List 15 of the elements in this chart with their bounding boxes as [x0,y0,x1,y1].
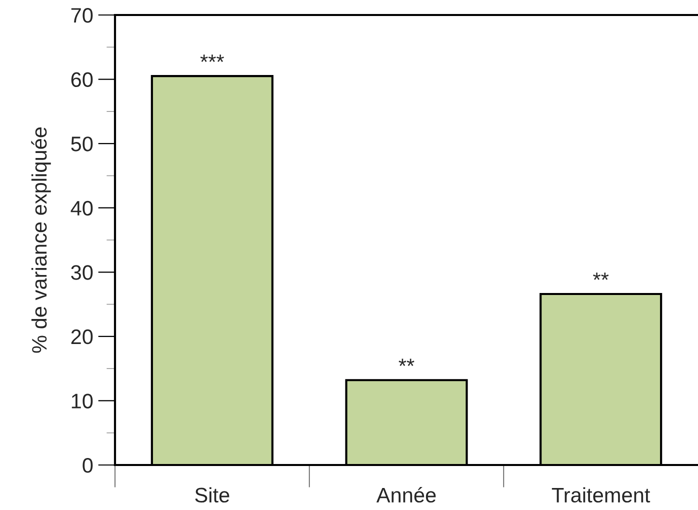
x-tick-label: Site [195,487,230,503]
y-tick-label: 20 [71,329,93,344]
y-tick-label: 0 [82,458,93,473]
annotation: ** [398,358,414,366]
x-tick-label: Traitement [552,487,650,503]
y-tick-label: 10 [72,394,93,408]
x-tick-label: Année [376,486,436,503]
annotation: ** [593,272,609,280]
y-tick-label: 50 [71,136,93,152]
y-tick-label: 70 [71,8,93,23]
y-axis-title: % de variance expliquée [31,127,51,353]
annotation: *** [200,54,224,62]
y-tick-label: 30 [71,265,93,280]
y-tick-label: 40 [70,200,93,216]
y-tick-label: 60 [71,72,93,88]
